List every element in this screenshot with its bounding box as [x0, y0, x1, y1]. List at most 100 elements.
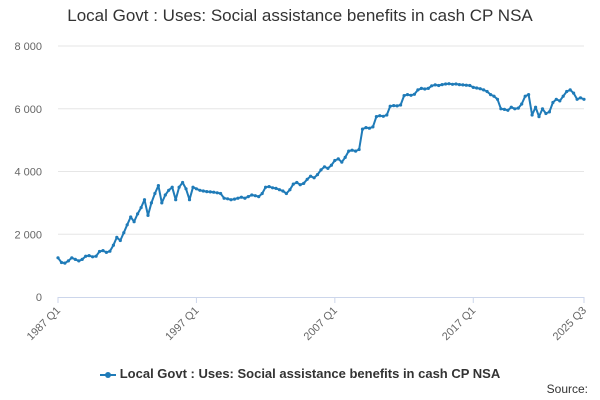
- data-point[interactable]: [91, 255, 95, 259]
- data-point[interactable]: [554, 97, 558, 101]
- data-point[interactable]: [360, 127, 365, 131]
- data-point[interactable]: [457, 83, 461, 87]
- data-point[interactable]: [208, 190, 212, 194]
- data-point[interactable]: [336, 157, 340, 161]
- data-point[interactable]: [395, 104, 399, 108]
- data-point[interactable]: [281, 189, 285, 193]
- data-point[interactable]: [243, 196, 247, 200]
- data-point[interactable]: [312, 176, 316, 180]
- data-point[interactable]: [419, 86, 423, 90]
- source-label[interactable]: Source:: [546, 382, 588, 396]
- data-point[interactable]: [426, 86, 430, 90]
- data-point[interactable]: [73, 257, 77, 261]
- data-point[interactable]: [578, 96, 583, 100]
- data-point[interactable]: [59, 260, 64, 265]
- data-point[interactable]: [215, 191, 219, 195]
- data-point[interactable]: [378, 114, 382, 118]
- data-point[interactable]: [87, 254, 91, 258]
- data-point[interactable]: [392, 104, 396, 108]
- data-point[interactable]: [274, 186, 278, 190]
- data-point[interactable]: [146, 213, 150, 217]
- data-point[interactable]: [399, 103, 403, 107]
- data-point[interactable]: [267, 185, 271, 189]
- data-point[interactable]: [444, 82, 448, 86]
- data-point[interactable]: [191, 185, 195, 189]
- data-point[interactable]: [326, 166, 330, 170]
- data-point[interactable]: [423, 87, 427, 91]
- data-point[interactable]: [478, 87, 482, 91]
- data-point[interactable]: [226, 197, 230, 201]
- data-point[interactable]: [561, 94, 565, 98]
- data-point[interactable]: [385, 113, 389, 117]
- data-point[interactable]: [156, 184, 160, 188]
- data-point[interactable]: [482, 88, 486, 92]
- data-point[interactable]: [388, 104, 392, 108]
- data-point[interactable]: [315, 173, 320, 177]
- data-point[interactable]: [582, 97, 586, 101]
- data-point[interactable]: [118, 238, 122, 243]
- data-point[interactable]: [464, 83, 468, 87]
- data-point[interactable]: [302, 181, 306, 185]
- data-point[interactable]: [540, 107, 545, 111]
- data-point[interactable]: [167, 188, 171, 192]
- data-point[interactable]: [547, 110, 552, 114]
- data-point[interactable]: [520, 102, 524, 106]
- data-point[interactable]: [77, 259, 81, 263]
- data-point[interactable]: [340, 160, 344, 164]
- legend-item[interactable]: Local Govt : Uses: Social assistance ben…: [0, 366, 600, 381]
- data-point[interactable]: [492, 94, 496, 98]
- data-point[interactable]: [66, 259, 70, 263]
- data-point[interactable]: [551, 100, 555, 105]
- data-point[interactable]: [357, 147, 361, 152]
- data-point[interactable]: [219, 191, 223, 196]
- data-point[interactable]: [56, 256, 60, 260]
- data-point[interactable]: [260, 191, 264, 196]
- data-point[interactable]: [181, 180, 185, 185]
- data-point[interactable]: [198, 188, 202, 192]
- data-point[interactable]: [506, 108, 510, 112]
- data-point[interactable]: [354, 149, 358, 153]
- data-point[interactable]: [485, 89, 489, 94]
- data-point[interactable]: [84, 254, 88, 258]
- data-point[interactable]: [291, 182, 295, 186]
- data-point[interactable]: [194, 187, 198, 191]
- data-point[interactable]: [495, 97, 500, 101]
- data-point[interactable]: [471, 85, 475, 89]
- data-point[interactable]: [568, 88, 572, 92]
- data-point[interactable]: [523, 94, 527, 98]
- data-point[interactable]: [502, 107, 506, 111]
- data-point[interactable]: [136, 212, 140, 216]
- data-point[interactable]: [236, 196, 240, 200]
- data-point[interactable]: [454, 82, 458, 86]
- data-point[interactable]: [94, 254, 98, 258]
- data-point[interactable]: [405, 93, 410, 97]
- data-point[interactable]: [101, 249, 105, 253]
- data-point[interactable]: [347, 149, 351, 153]
- data-point[interactable]: [433, 83, 437, 87]
- data-point[interactable]: [153, 191, 157, 196]
- data-point[interactable]: [329, 163, 333, 167]
- data-point[interactable]: [416, 88, 420, 92]
- data-point[interactable]: [104, 250, 108, 254]
- data-point[interactable]: [253, 194, 257, 198]
- data-point[interactable]: [305, 177, 309, 181]
- data-point[interactable]: [184, 187, 188, 191]
- data-point[interactable]: [350, 148, 354, 152]
- data-point[interactable]: [430, 84, 434, 88]
- data-point[interactable]: [163, 193, 167, 197]
- data-point[interactable]: [409, 93, 413, 97]
- data-point[interactable]: [450, 82, 455, 86]
- data-point[interactable]: [132, 220, 136, 224]
- data-point[interactable]: [322, 165, 327, 169]
- data-point[interactable]: [222, 196, 226, 200]
- data-point[interactable]: [229, 198, 233, 202]
- data-point[interactable]: [534, 105, 538, 109]
- data-point[interactable]: [177, 185, 181, 189]
- data-point[interactable]: [475, 86, 479, 90]
- data-point[interactable]: [129, 215, 133, 219]
- data-point[interactable]: [174, 198, 178, 202]
- data-point[interactable]: [565, 89, 569, 94]
- data-point[interactable]: [319, 168, 323, 172]
- data-point[interactable]: [250, 193, 254, 197]
- data-point[interactable]: [232, 197, 237, 201]
